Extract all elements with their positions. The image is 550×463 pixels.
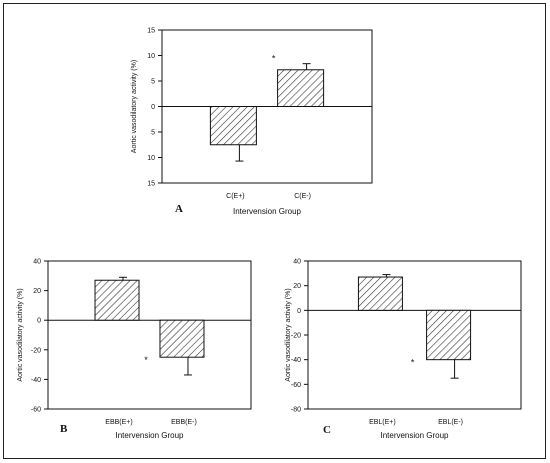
plot-frame (307, 260, 522, 410)
x-tick-label: C(E-) (294, 193, 311, 200)
x-axis-label: Intervension Group (115, 431, 184, 440)
x-tick-label: EBL(E-) (438, 419, 463, 426)
y-tick-label: -20 (291, 333, 301, 340)
x-axis-label: Intervension Group (233, 207, 302, 216)
y-tick-label: 20 (33, 288, 41, 295)
figure-frame (3, 3, 546, 459)
x-tick-label: C(E+) (226, 193, 244, 200)
bar-ebb-e- (94, 279, 140, 321)
y-axis-label: Aortic vasodilatory activity (%) (17, 288, 24, 381)
chart-panel-b: 40 20 0 -20 -40 -60 EBB(E+) * EBB(E-) Aortic vaso… (17, 259, 252, 440)
y-tick-label: -60 (31, 407, 41, 414)
panel-label: A (175, 203, 183, 215)
y-tick-label: 0 (297, 308, 301, 315)
x-tick-label: EBL(E+) (369, 419, 396, 426)
y-tick-label: -60 (291, 382, 301, 389)
y-tick-label: -40 (291, 357, 301, 364)
bar-c-e- (209, 106, 257, 146)
panel-label: B (60, 423, 68, 435)
bar-ebb-e- (159, 319, 205, 358)
y-tick-label: 15 (147, 28, 155, 35)
significance-star: * (144, 355, 148, 365)
significance-star: * (272, 54, 276, 64)
x-axis-label: Intervension Group (380, 431, 449, 440)
chart-panel-a: 15 10 5 0 5 10 15 C(E+) * C(E-) Aortic vasodilator… (131, 28, 373, 216)
y-tick-label: -40 (31, 377, 41, 384)
y-tick-label: 15 (147, 181, 155, 188)
y-tick-label: 0 (151, 104, 155, 111)
y-tick-label: 10 (147, 155, 155, 162)
y-tick-label: -20 (31, 347, 41, 354)
bar-ebl-e- (357, 276, 403, 311)
y-tick-label: 20 (293, 283, 301, 290)
chart-panel-c: 40 20 0 -20 -40 -60 -80 EBL(E+) * EBL(E-) Aortic v… (285, 259, 522, 440)
bar-ebl-e- (426, 309, 472, 361)
y-axis-label: Aortic vasodilatory activity (%) (131, 60, 138, 153)
y-axis-label: Aortic vasodilatory activity (%) (285, 288, 292, 381)
y-tick-label: 40 (293, 259, 301, 266)
y-tick-label: 40 (33, 259, 41, 266)
y-tick-label: -80 (291, 407, 301, 414)
panel-label: C (323, 424, 331, 436)
x-tick-label: EBB(E+) (105, 419, 132, 426)
plot-frame (47, 260, 252, 410)
y-tick-label: 5 (151, 79, 155, 86)
y-tick-label: 0 (37, 318, 41, 325)
significance-star: * (411, 358, 415, 368)
y-tick-label: 5 (151, 130, 155, 137)
bar-c-e- (277, 69, 325, 107)
y-tick-label: 10 (147, 53, 155, 60)
x-tick-label: EBB(E-) (171, 419, 197, 426)
